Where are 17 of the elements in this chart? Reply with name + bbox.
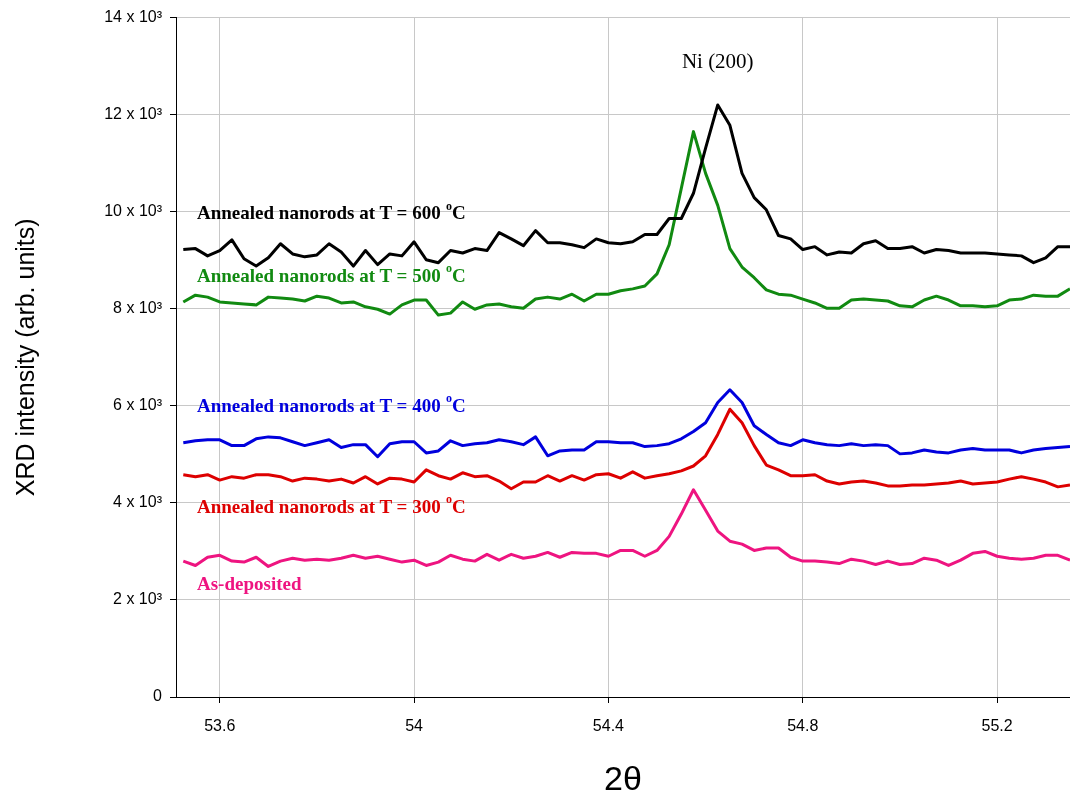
x-tick-label: 53.6 — [204, 717, 236, 735]
y-axis-title: XRD intensity (arb. units) — [10, 218, 39, 497]
y-tick-label: 14 x 10³ — [104, 8, 163, 26]
y-tick-label: 6 x 10³ — [113, 396, 163, 414]
y-tick-label: 0 — [153, 687, 163, 705]
y-tick-label: 2 x 10³ — [113, 590, 163, 608]
x-tick-label: 55.2 — [981, 717, 1013, 735]
x-tick-label: 54 — [405, 717, 424, 735]
x-axis-title: 2θ — [604, 758, 642, 797]
series-label: As-deposited — [197, 573, 302, 595]
x-tick-label: 54.4 — [592, 717, 625, 735]
x-tick-label: 54.8 — [787, 717, 819, 735]
y-tick-label: 8 x 10³ — [113, 299, 163, 317]
annotation: Ni (200) — [681, 49, 754, 74]
y-tick-label: 4 x 10³ — [113, 493, 163, 511]
y-tick-label: 10 x 10³ — [104, 202, 163, 220]
y-tick-label: 12 x 10³ — [104, 105, 163, 123]
